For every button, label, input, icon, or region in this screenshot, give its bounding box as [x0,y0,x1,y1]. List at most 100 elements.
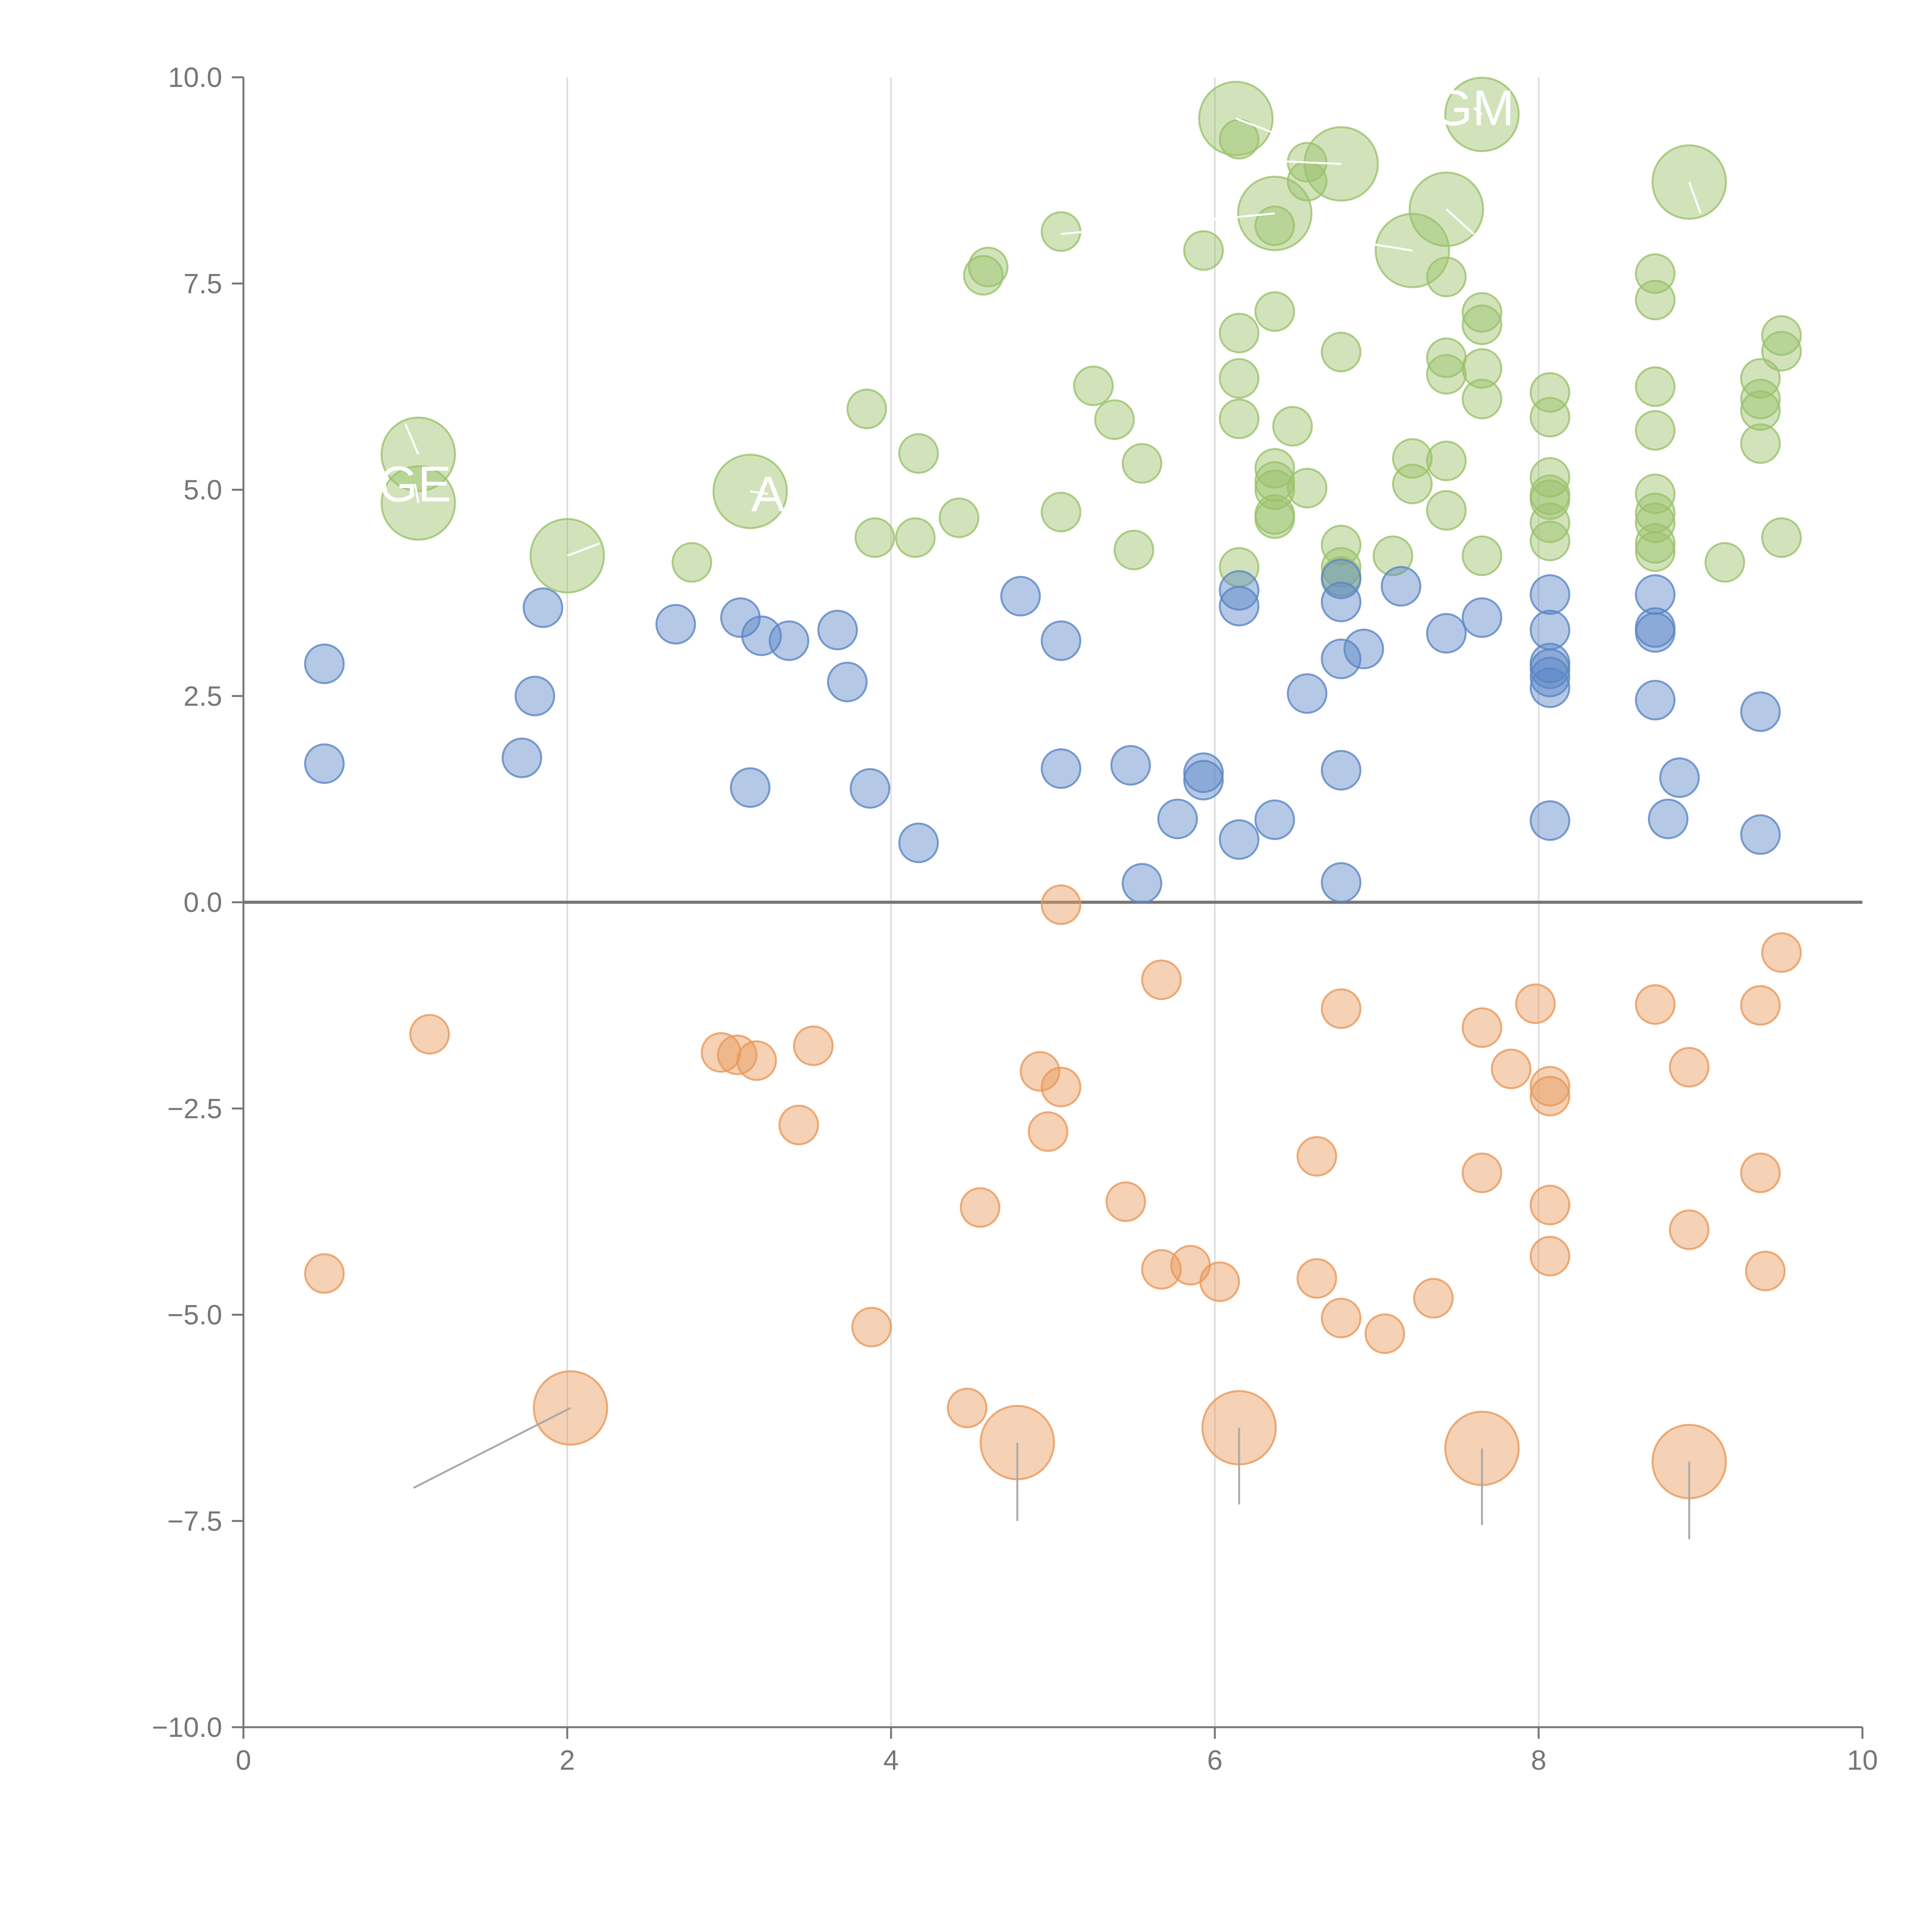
y-tick-label: 5.0 [184,475,222,506]
data-point-low [947,1388,988,1429]
data-point-low [1027,1111,1068,1152]
data-point-low [793,1025,834,1066]
data-point-high [1321,525,1362,566]
data-point-high [895,517,936,558]
data-point-high [1426,257,1467,298]
label-leader-line [404,423,419,455]
data-point-high [1461,304,1502,345]
data-point-low [1491,1048,1532,1089]
data-point-high [898,433,939,474]
data-point-high [1529,520,1570,561]
data-point-mid [502,737,543,778]
data-point-high [1529,457,1570,498]
data-point-low [736,1040,777,1081]
data-point-low [1529,1236,1570,1277]
data-point-low [1413,1278,1454,1319]
data-point-mid [1529,656,1570,697]
data-point-high [1761,331,1802,372]
data-point-high [1254,461,1295,502]
data-point-high [1254,291,1295,332]
data-point-high [1272,406,1313,447]
label-leader-line [567,542,600,557]
data-point-low [1461,1007,1502,1048]
data-point-high [1073,365,1114,406]
data-point-low [1321,1298,1362,1338]
data-point-low [1041,1066,1082,1107]
data-point-low [1669,1047,1710,1088]
data-point-high [1426,354,1467,395]
data-point-high [1761,315,1802,356]
data-point-high [1635,366,1676,407]
data-point-high [1740,379,1781,420]
data-point-mid [720,597,761,638]
data-point-low [1745,1250,1786,1291]
data-point-high [1635,502,1676,543]
data-point-mid [1659,757,1700,798]
data-point-mid [1183,760,1224,801]
data-point-low [1364,1313,1405,1354]
data-point-high [1635,523,1676,564]
data-point-high [1461,348,1502,389]
data-point-high [1041,211,1082,252]
label-leader-line [1688,182,1702,214]
data-point-mid [1254,799,1295,840]
data-point-high [1461,535,1502,576]
data-point-low [1296,1258,1337,1299]
data-point-high [672,542,713,583]
data-point-mid [1381,566,1422,607]
data-point-low [304,1253,345,1294]
data-point-high [1254,498,1295,539]
label-leader-line [1473,107,1483,116]
data-point-mid [1740,814,1781,855]
label-leader-line [414,484,419,503]
data-point-high [1183,230,1224,271]
data-point-high [1321,547,1362,588]
data-point-high [1041,492,1082,532]
data-point-high [1529,479,1570,520]
data-point-low [1461,1152,1502,1193]
x-tick-label: 8 [1531,1745,1546,1776]
data-point-mid [769,620,810,661]
label-leader-line [1247,159,1341,165]
data-point-mid [817,609,858,650]
data-point-mid [1321,638,1362,679]
y-tick-label: −5.0 [167,1300,222,1331]
data-point-mid [1321,862,1362,903]
label-leader-line [1235,117,1280,136]
x-tick-label: 0 [236,1745,251,1776]
data-point-mid [1219,586,1260,627]
data-point-mid [1461,597,1502,638]
data-point-high [1121,443,1162,484]
data-point-low [1105,1181,1146,1222]
data-point-high [1372,535,1413,576]
data-point-low [1529,1076,1570,1117]
label-leader-line [1061,212,1275,235]
data-point-low [701,1032,742,1073]
data-point-low [1669,1209,1710,1250]
data-point-low [1740,985,1781,1026]
data-point-high [1426,490,1467,531]
data-point-low [1761,932,1802,973]
data-point-high [854,517,895,558]
data-point-mid [1041,748,1082,789]
data-point-mid [1343,629,1384,670]
data-point-mid [898,822,939,863]
data-point-high [1254,205,1295,246]
x-tick-label: 2 [560,1745,575,1776]
data-point-high [1254,469,1295,510]
data-point-high [1529,372,1570,413]
data-point-low [409,1014,450,1055]
label-leader-line [750,490,768,495]
x-tick-label: 6 [1207,1745,1223,1776]
y-tick-label: 0.0 [184,887,222,918]
data-point-high [1461,379,1502,420]
bubble-label: GM [1434,80,1514,136]
data-point-high [1461,292,1502,333]
data-point-high [1704,542,1745,583]
data-point-mid [304,743,345,784]
data-point-mid [1426,613,1467,654]
data-point-mid [1287,673,1328,714]
data-point-low [1019,1051,1060,1092]
data-point-high [1529,502,1570,543]
